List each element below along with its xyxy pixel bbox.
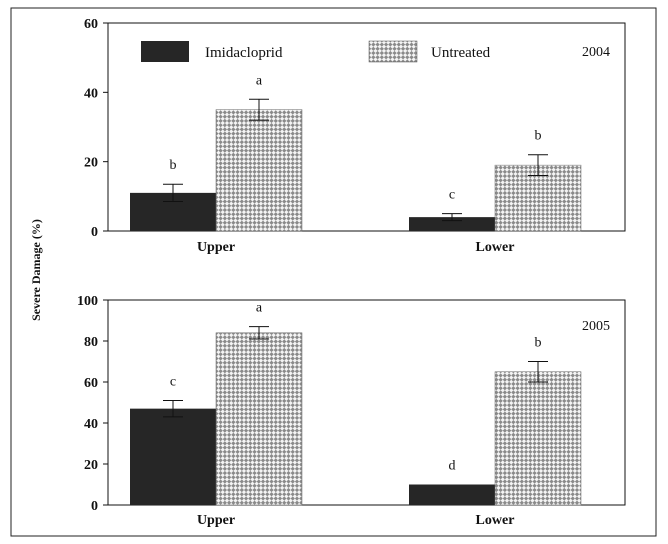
panel-2005: 0 20 40 60 80 100 c a Upper d b Lower 2005: [77, 294, 626, 528]
bar-imidacloprid-lower: [409, 484, 495, 505]
legend-label-imidacloprid: Imidacloprid: [205, 45, 283, 61]
year-label: 2004: [582, 45, 610, 60]
significance-letter: b: [535, 129, 542, 144]
y-tick-label: 20: [84, 458, 98, 473]
x-category-label: Lower: [476, 240, 515, 255]
y-axis-label-text: Severe Damage (%): [29, 219, 43, 321]
x-category-label: Upper: [197, 513, 235, 528]
bar-untreated-lower: [494, 164, 582, 232]
significance-letter: a: [256, 73, 263, 88]
y-tick-label: 40: [84, 417, 98, 432]
significance-letter: b: [170, 158, 177, 173]
significance-letter: c: [449, 188, 455, 203]
plot-frame: [107, 299, 626, 506]
year-label: 2005: [582, 319, 610, 334]
y-tick-label: 100: [77, 294, 98, 309]
legend-swatch-imidacloprid: [141, 41, 189, 62]
legend: Imidacloprid Untreated: [141, 40, 491, 63]
bar-imidacloprid-upper: [130, 408, 216, 505]
bar-untreated-upper: [215, 109, 303, 232]
y-tick-label: 80: [84, 335, 98, 350]
y-tick-label: 60: [84, 17, 98, 32]
bar-imidacloprid-lower: [409, 217, 495, 231]
significance-letter: d: [449, 459, 456, 474]
bar-untreated-upper: [215, 332, 303, 506]
x-category-label: Upper: [197, 240, 235, 255]
y-tick-label: 60: [84, 376, 98, 391]
panel-2004: 0 20 40 60 b a Upper c b Lower 2004: [84, 17, 626, 255]
y-tick-label: 40: [84, 86, 98, 101]
significance-letter: a: [256, 301, 263, 316]
plot-frame: [107, 22, 626, 232]
y-tick-label: 0: [91, 225, 98, 240]
significance-letter: b: [535, 336, 542, 351]
legend-label-untreated: Untreated: [431, 45, 491, 61]
y-tick-label: 0: [91, 499, 98, 514]
figure-border: [10, 7, 657, 537]
significance-letter: c: [170, 374, 176, 389]
legend-swatch-untreated: [368, 40, 418, 63]
y-tick-label: 20: [84, 156, 98, 171]
x-category-label: Lower: [476, 513, 515, 528]
y-axis-label: Severe Damage (%): [29, 219, 43, 321]
bar-untreated-lower: [494, 371, 582, 506]
